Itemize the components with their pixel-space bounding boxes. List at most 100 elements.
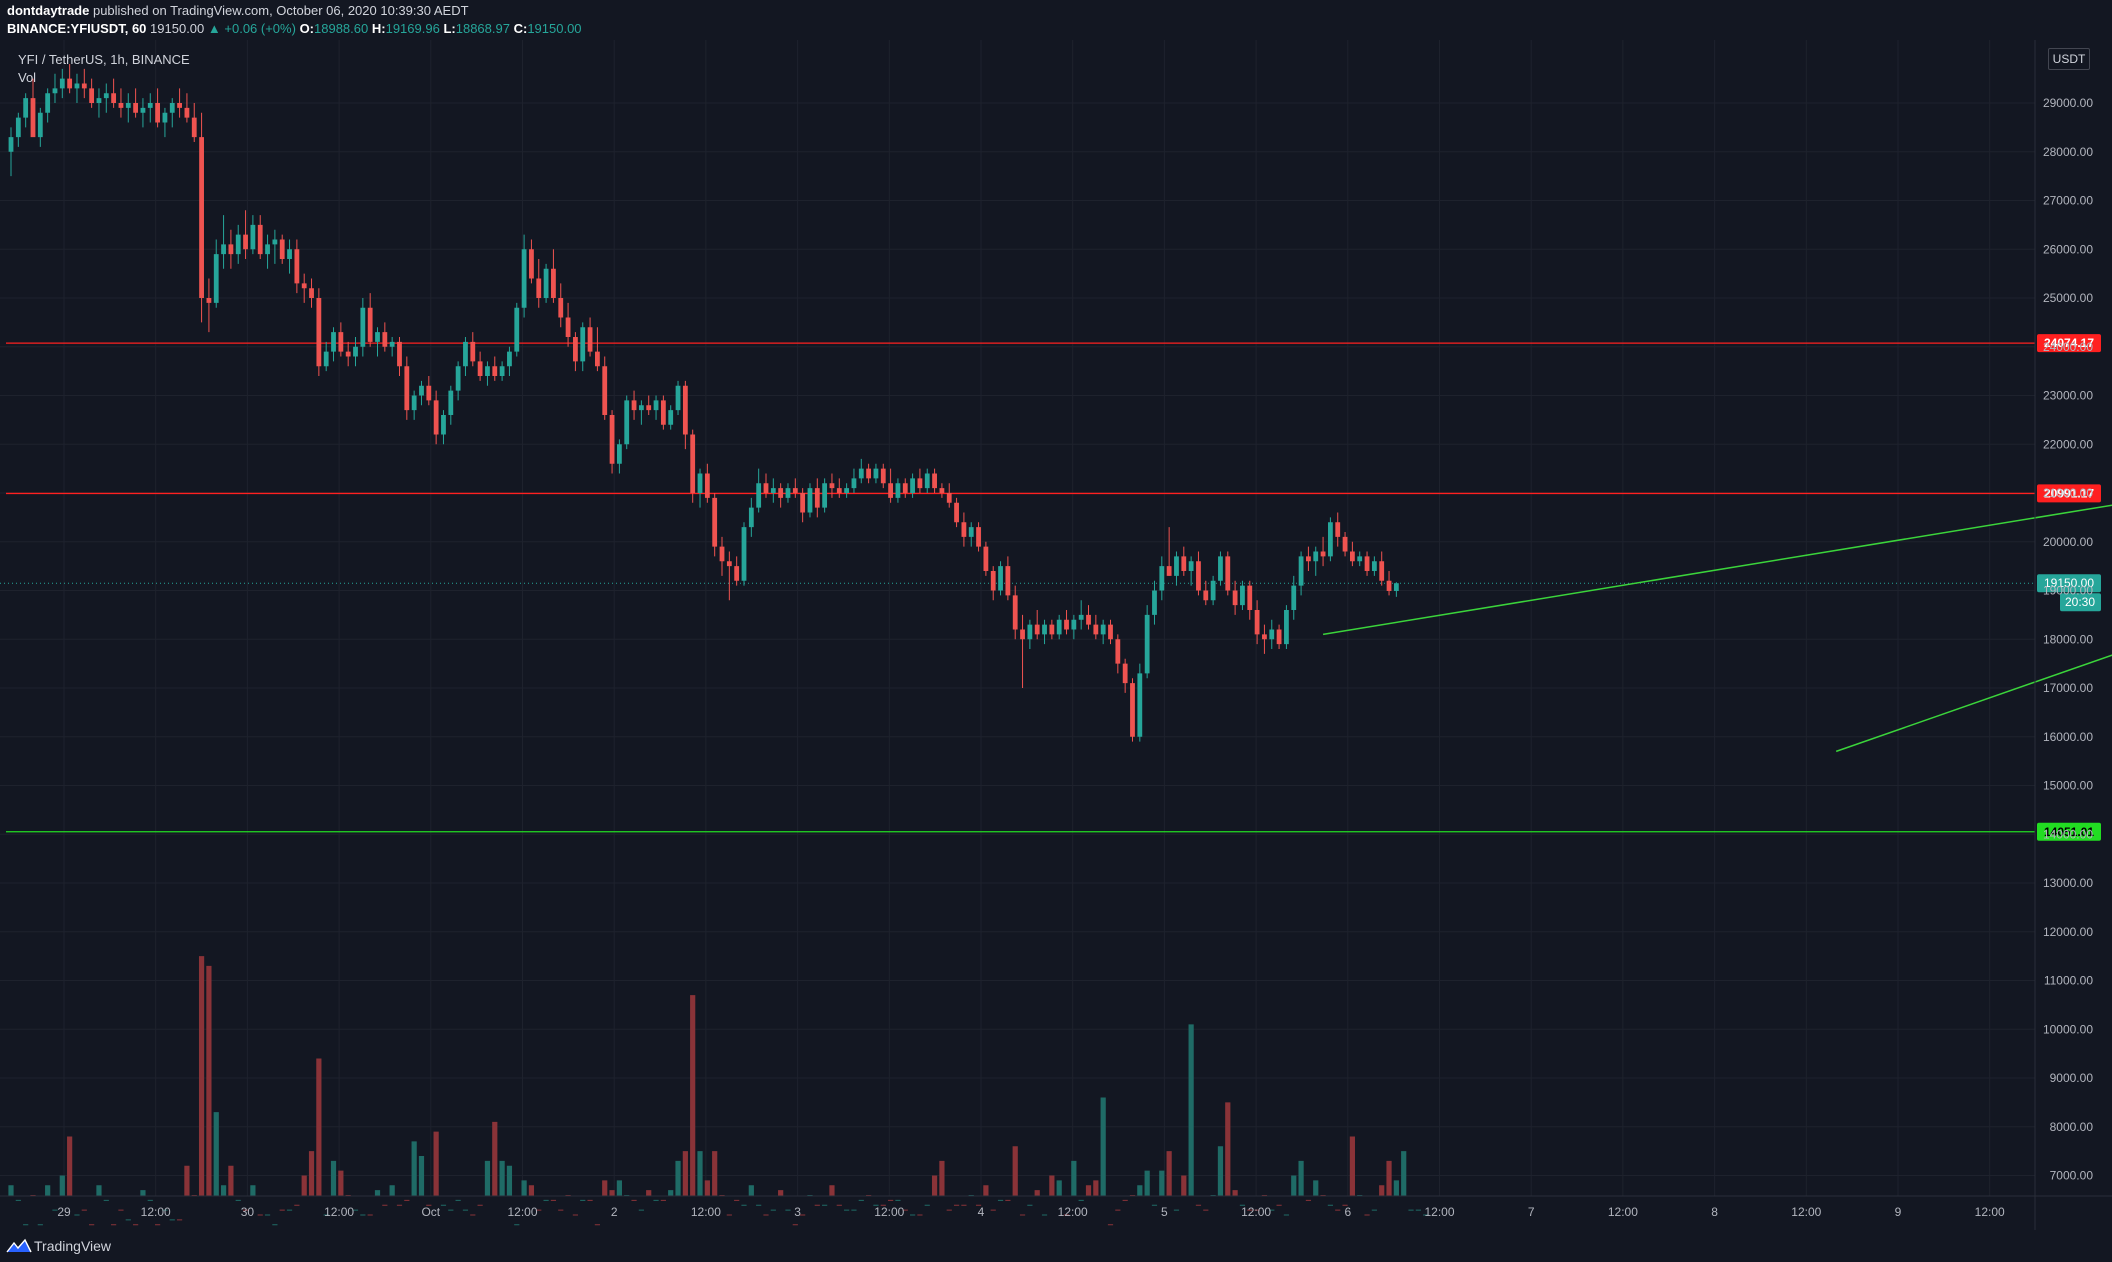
symbol-line: BINANCE:YFIUSDT, 60 — [7, 21, 147, 36]
candle-body — [1276, 629, 1282, 645]
candle-body — [910, 478, 915, 493]
volume-bar — [1107, 1224, 1114, 1226]
volume-bar — [257, 1214, 263, 1216]
volume-bar — [1012, 1146, 1018, 1196]
x-tick-label: 12:00 — [874, 1205, 904, 1219]
volume-bar — [1349, 1136, 1355, 1196]
volume-bar — [140, 1190, 146, 1196]
volume-bar — [1232, 1190, 1238, 1196]
volume-bar — [712, 1151, 718, 1196]
candle-body — [580, 327, 586, 362]
candle-body — [353, 346, 358, 357]
publish-header: dontdaytrade published on TradingView.co… — [0, 0, 2112, 40]
currency-badge[interactable]: USDT — [2048, 48, 2090, 70]
volume-bar — [1408, 1209, 1414, 1211]
candle-body — [360, 307, 366, 347]
volume-bar — [704, 1180, 710, 1196]
volume-legend[interactable]: Vol — [18, 70, 37, 85]
x-tick-label: 12:00 — [691, 1205, 721, 1219]
candle-body — [492, 366, 498, 376]
candle-body — [103, 93, 109, 99]
candle-body — [529, 249, 534, 279]
candle-body — [558, 298, 564, 318]
volume-bar — [902, 1209, 908, 1211]
volume-bar — [103, 1199, 109, 1201]
volume-bar — [1291, 1175, 1297, 1196]
volume-bar — [1254, 1209, 1260, 1211]
x-tick-label: 12:00 — [1058, 1205, 1088, 1219]
volume-bar — [404, 1199, 410, 1201]
candle-body — [543, 268, 549, 298]
candle-body — [1108, 624, 1113, 640]
candle-body — [15, 117, 21, 138]
volume-bar — [1063, 1214, 1070, 1216]
volume-bar — [1166, 1151, 1172, 1196]
candle-body — [990, 571, 996, 591]
volume-bar — [917, 1214, 923, 1216]
volume-bar — [1195, 1204, 1202, 1206]
x-tick-label: 4 — [978, 1205, 985, 1219]
symbol-legend[interactable]: YFI / TetherUS, 1h, BINANCE — [18, 52, 190, 67]
candle-body — [221, 244, 226, 255]
volume-bar — [990, 1209, 996, 1211]
volume-bar — [1239, 1204, 1246, 1206]
candle-body — [74, 83, 80, 89]
volume-bar — [748, 1185, 754, 1196]
y-tick-label: 10000.00 — [2043, 1022, 2093, 1036]
publish-info: dontdaytrade published on TradingView.co… — [7, 3, 469, 18]
volume-bar — [155, 1224, 161, 1226]
level-price-label: 14051.01 — [2044, 825, 2094, 839]
candle-body — [690, 434, 696, 493]
volume-bar — [660, 1199, 666, 1201]
candle-body — [565, 317, 571, 337]
candle-body — [1357, 556, 1363, 562]
y-tick-label: 25000.00 — [2043, 291, 2093, 305]
volume-bar — [279, 1209, 285, 1211]
candle-body — [191, 117, 197, 138]
x-tick-label: 12:00 — [1975, 1205, 2005, 1219]
candle-body — [1210, 580, 1216, 601]
candle-body — [397, 341, 402, 367]
volume-bar — [514, 1224, 520, 1226]
footer: TradingView — [0, 1230, 2112, 1262]
candle-body — [133, 103, 139, 113]
trendlines[interactable] — [1322, 478, 2112, 753]
candle-body — [382, 332, 388, 347]
volume-bar — [242, 1209, 249, 1211]
candle-body — [756, 483, 762, 508]
x-tick-label: 6 — [1344, 1205, 1351, 1219]
tradingview-label[interactable]: TradingView — [34, 1238, 112, 1254]
volume-bar — [778, 1190, 784, 1196]
volume-bar — [763, 1214, 769, 1216]
volume-bar — [675, 1160, 681, 1196]
candle-body — [726, 561, 732, 567]
y-tick-label: 26000.00 — [2043, 242, 2093, 256]
y-tick-label: 27000.00 — [2043, 194, 2093, 208]
trendline — [1322, 504, 2112, 636]
y-tick-label: 18000.00 — [2043, 632, 2093, 646]
candle-body — [704, 473, 710, 498]
volume-bar — [814, 1204, 820, 1206]
volume-bar — [1188, 1024, 1194, 1196]
volume-bar — [1364, 1214, 1370, 1216]
candle-body — [624, 400, 630, 445]
volume-bar — [169, 1219, 175, 1221]
volume-bar — [1181, 1175, 1187, 1196]
volume-bar — [975, 1204, 982, 1206]
volume-bar — [294, 1204, 300, 1206]
candle-body — [169, 103, 175, 113]
countdown-badge — [2060, 593, 2101, 612]
candle-body — [668, 410, 674, 425]
level-price-badge — [2037, 822, 2101, 841]
volume-bar — [1217, 1146, 1224, 1196]
candle-body — [873, 468, 879, 479]
volume-bar — [506, 1165, 513, 1196]
volume-bar — [924, 1204, 930, 1206]
volume-bar — [37, 1224, 43, 1226]
publisher-name[interactable]: dontdaytrade — [7, 3, 90, 18]
candle-body — [748, 507, 754, 528]
candle-body — [228, 244, 234, 255]
x-tick-label: 30 — [241, 1205, 255, 1219]
volume-bar — [858, 1199, 864, 1201]
